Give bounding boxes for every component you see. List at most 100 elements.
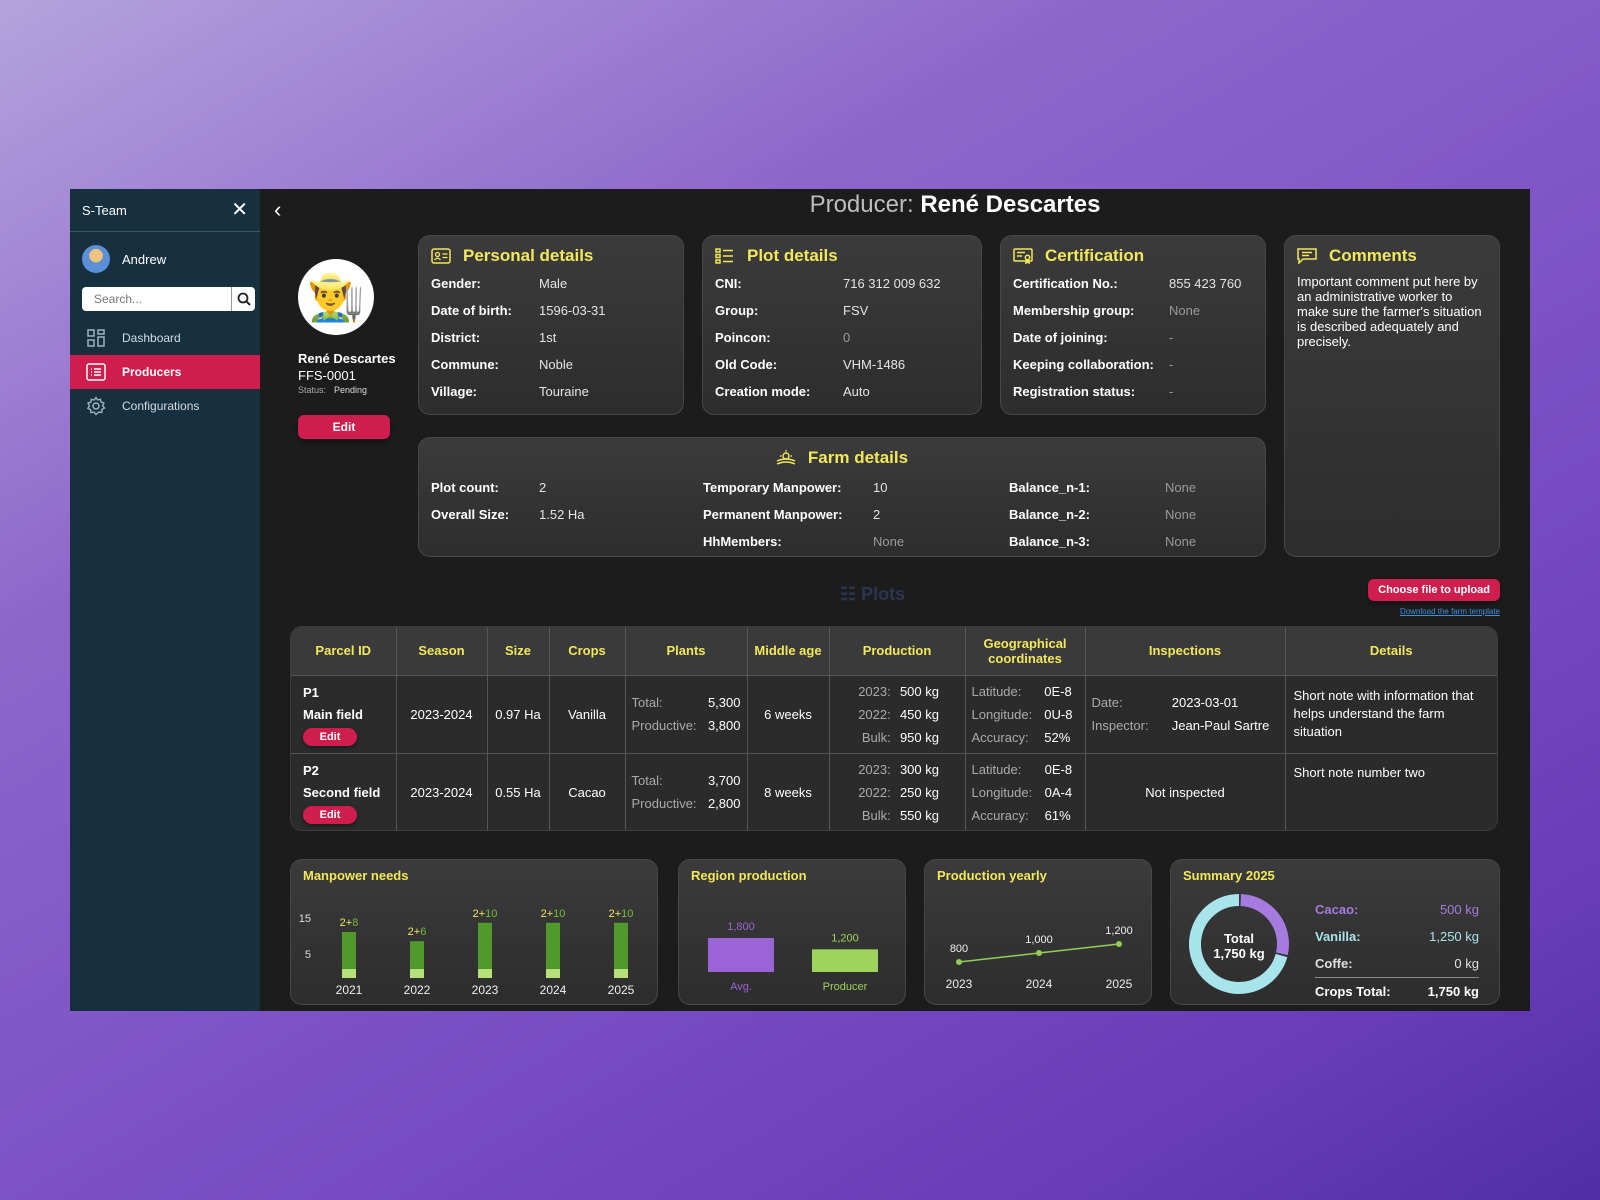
- parcel-name: Main field: [303, 707, 363, 722]
- sidebar-item-dashboard[interactable]: Dashboard: [70, 321, 260, 355]
- production-value: 550 kg: [899, 807, 939, 823]
- geo-label: Longitude:: [971, 784, 1033, 800]
- bar-permanent: [478, 968, 492, 978]
- table-row: P2 Second field Edit 2023-2024 0.55 Ha C…: [291, 753, 1497, 830]
- column-header[interactable]: Details: [1285, 627, 1497, 676]
- summary-key: Coffe:: [1315, 956, 1353, 971]
- x-tick-label: 2024: [1026, 977, 1053, 991]
- sidebar-nav: Dashboard Producers Configurations: [70, 321, 260, 423]
- kv-key: Registration status:: [1013, 384, 1136, 399]
- bar-value-label: 2+6: [408, 926, 427, 938]
- chart-title: Region production: [691, 868, 807, 883]
- kv-value: 0: [843, 330, 851, 345]
- close-icon[interactable]: ✕: [231, 199, 248, 221]
- sidebar-item-producers[interactable]: Producers: [70, 355, 260, 389]
- data-point: [956, 959, 962, 965]
- parcel-id: P2: [303, 763, 319, 779]
- edit-parcel-button[interactable]: Edit: [303, 728, 357, 746]
- donut-slice: [1240, 894, 1289, 956]
- x-tick-label: 2024: [540, 983, 567, 997]
- x-tick-label: Producer: [823, 981, 868, 993]
- summary-total-key: Crops Total:: [1315, 983, 1391, 999]
- kv-value: 2: [873, 507, 881, 522]
- column-header[interactable]: Plants: [625, 627, 748, 676]
- search-input[interactable]: [82, 287, 231, 311]
- geo-value: 61%: [1044, 807, 1071, 823]
- column-header[interactable]: Middle age: [747, 627, 830, 676]
- column-header[interactable]: Parcel ID: [291, 627, 397, 676]
- column-header[interactable]: Inspections: [1085, 627, 1286, 676]
- column-header[interactable]: Size: [487, 627, 550, 676]
- data-label: 1,200: [1105, 925, 1133, 937]
- kv-key: Gender:: [431, 276, 481, 291]
- bar: [708, 938, 774, 972]
- column-header[interactable]: Geographical coordinates: [965, 627, 1086, 676]
- kv-value: -: [1169, 330, 1174, 345]
- kv-value: None: [1165, 507, 1197, 522]
- kv-value: Touraine: [539, 384, 589, 399]
- sidebar: S-Team ✕ Andrew Dashboard: [70, 189, 260, 1011]
- plants-grid: Total: 5,300 Productive: 3,800: [626, 691, 747, 737]
- edit-profile-button[interactable]: Edit: [298, 415, 390, 439]
- kv-value: None: [873, 534, 905, 549]
- x-tick-label: 2023: [472, 983, 499, 997]
- summary-value: 1,250 kg: [1429, 929, 1479, 944]
- kv-key: HhMembers:: [703, 534, 782, 549]
- column-header[interactable]: Production: [829, 627, 966, 676]
- sidebar-item-label: Configurations: [122, 399, 200, 413]
- data-label: 800: [950, 943, 968, 955]
- kv-key: Balance_n-2:: [1009, 507, 1090, 522]
- bar-temporary: [614, 922, 628, 969]
- card-title-text: Farm details: [807, 447, 909, 467]
- search-button[interactable]: [231, 287, 255, 311]
- manpower-chart: 15 5 2+8 2021 2+6 2022 2+10 2023 2+10 2024 2+10 202…: [299, 908, 635, 997]
- crop-cell: Vanilla: [549, 675, 626, 754]
- kv-value: 2: [539, 480, 547, 495]
- kv-row: Permanent Manpower: 2: [691, 501, 997, 528]
- parcel-id-cell: P2 Second field Edit: [291, 753, 397, 830]
- kv-row: Poincon: 0: [703, 324, 981, 351]
- season-cell: 2023-2024: [396, 675, 488, 754]
- user-profile[interactable]: Andrew: [70, 232, 260, 285]
- kv-row: Date of joining: -: [1001, 324, 1265, 351]
- summary-value: 500 kg: [1439, 902, 1479, 917]
- inspector-name: Jean-Paul Sartre: [1171, 718, 1270, 733]
- plot-rows: CNI: 716 312 009 632 Group: FSV Poincon: 0 …: [703, 268, 981, 405]
- sidebar-item-configurations[interactable]: Configurations: [70, 389, 260, 423]
- geo-grid: Latitude: 0E-8 Longitude: 0U-8 Accuracy: 52…: [966, 680, 1085, 749]
- column-header[interactable]: Crops: [549, 627, 626, 676]
- card-title: Personal details: [419, 236, 683, 268]
- x-tick-label: 2023: [946, 977, 973, 991]
- edit-parcel-button[interactable]: Edit: [303, 806, 357, 825]
- upload-file-button[interactable]: Choose file to upload: [1368, 579, 1500, 601]
- middle-age-cell: 8 weeks: [747, 753, 830, 830]
- donut-center-value: 1,750 kg: [1213, 946, 1264, 961]
- kv-key: Permanent Manpower:: [703, 507, 843, 522]
- certification-rows: Certification No.: 855 423 760 Membership…: [1001, 268, 1265, 405]
- card-title-text: Plot details: [747, 245, 838, 265]
- kv-key: Date of birth:: [431, 303, 512, 318]
- farmer-avatar: 👨‍🌾: [298, 259, 374, 335]
- column-header[interactable]: Season: [396, 627, 488, 676]
- summary-row: Vanilla: 1,250 kg: [1315, 923, 1479, 950]
- kv-row: CNI: 716 312 009 632: [703, 270, 981, 297]
- data-point: [1116, 941, 1122, 947]
- data-point: [1036, 950, 1042, 956]
- summary-value: 0 kg: [1454, 956, 1479, 971]
- kv-row: Group: FSV: [703, 297, 981, 324]
- plots-table: Parcel ID Season Size Crops Plants Middl…: [290, 626, 1498, 831]
- download-template-link[interactable]: Download the farm template: [1399, 607, 1500, 616]
- kv-key: CNI:: [715, 276, 742, 291]
- production-grid: 2023: 500 kg 2022: 450 kg Bulk: 950 kg: [855, 680, 939, 749]
- farm-details-card: Farm details Plot count: 2 Overall Size: 1…: [418, 437, 1266, 557]
- chart-title: Summary 2025: [1183, 868, 1275, 883]
- crop-cell: Cacao: [549, 753, 626, 830]
- back-icon[interactable]: ‹: [274, 197, 282, 222]
- plants-total: 3,700: [707, 773, 741, 789]
- donut-center-label: Total: [1224, 931, 1254, 946]
- kv-row: Balance_n-1: None: [997, 474, 1257, 501]
- summary-total-row: Crops Total: 1,750 kg: [1315, 977, 1479, 1004]
- kv-value: FSV: [843, 303, 869, 318]
- kv-key: Group:: [715, 303, 759, 318]
